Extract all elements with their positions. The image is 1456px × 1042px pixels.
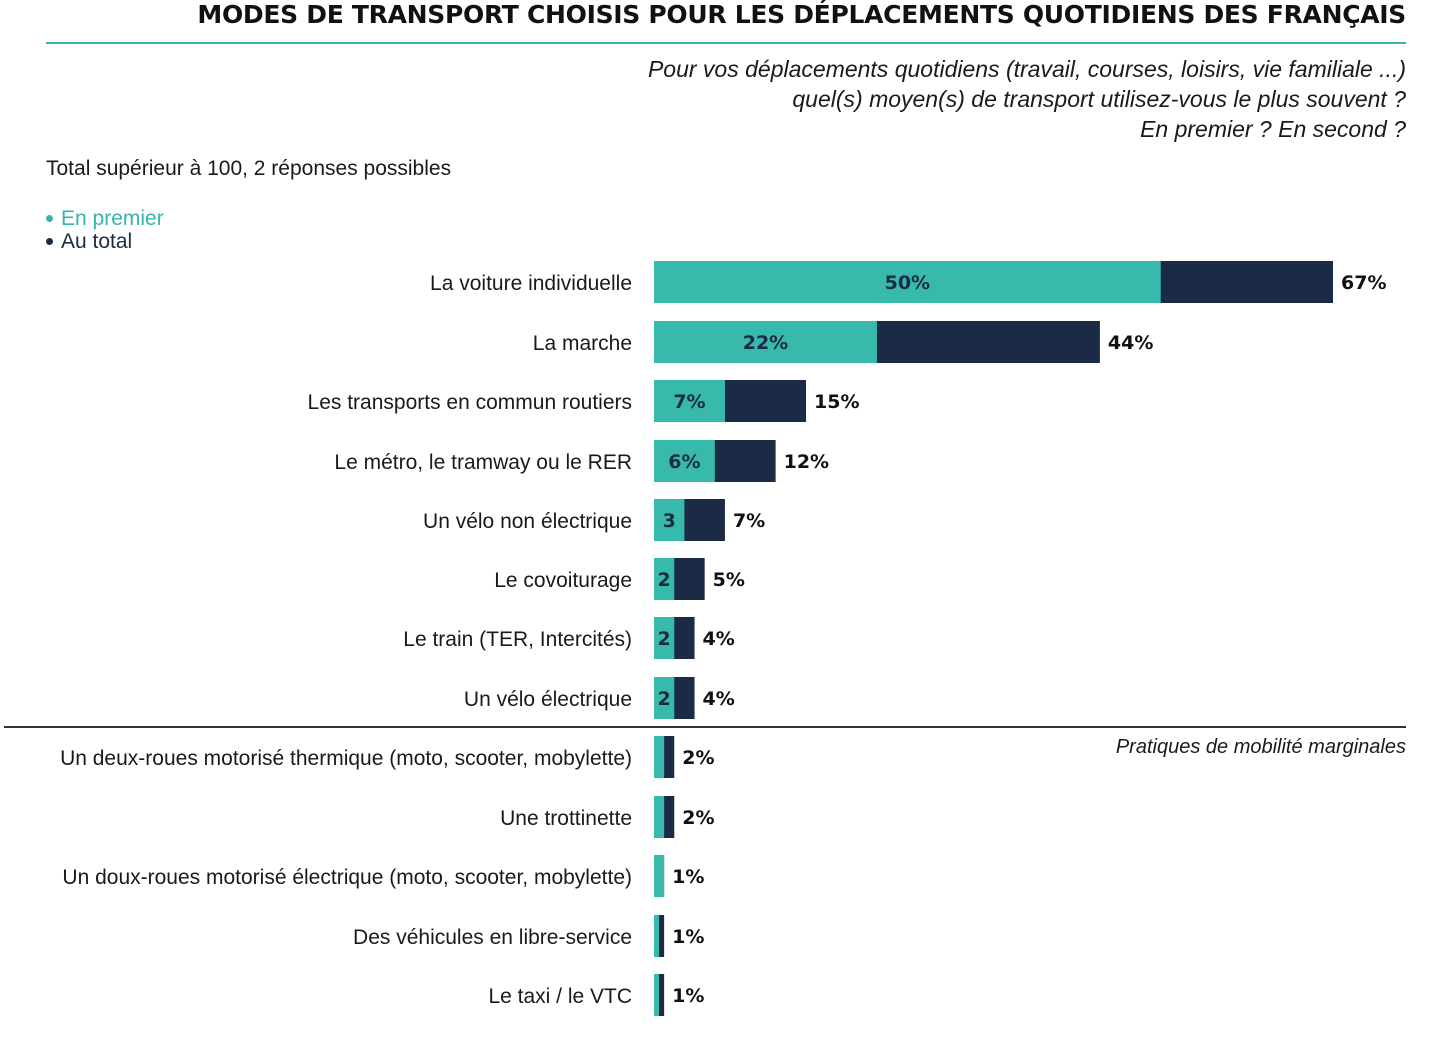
data-label-first: 2: [658, 688, 671, 710]
data-label-total: 12%: [784, 451, 829, 473]
category-label: Le train (TER, Intercités): [403, 628, 632, 651]
category-label: Des véhicules en libre-service: [353, 926, 632, 949]
bar-first: [654, 736, 665, 778]
bar-first: [654, 915, 660, 957]
data-label-total: 1%: [672, 926, 704, 948]
category-label: Un vélo non électrique: [423, 510, 632, 533]
bar-first: [654, 796, 665, 838]
category-label: Un doux-roues motorisé électrique (moto,…: [62, 866, 632, 889]
question-line-2: quel(s) moyen(s) de transport utilisez-v…: [792, 86, 1406, 112]
bar-first: [654, 974, 660, 1016]
bar-first: [654, 677, 675, 719]
data-label-first: 22%: [743, 332, 788, 354]
marginal-divider: [4, 726, 1406, 728]
category-label: Le taxi / le VTC: [488, 985, 632, 1008]
data-label-total: 1%: [672, 985, 704, 1007]
data-label-first: 2: [658, 569, 671, 591]
category-label: La voiture individuelle: [430, 272, 632, 295]
data-label-total: 5%: [713, 569, 745, 591]
survey-question: Pour vos déplacements quotidiens (travai…: [648, 54, 1406, 144]
category-label: Un deux-roues motorisé thermique (moto, …: [60, 747, 632, 770]
legend-item-first: En premier: [46, 207, 164, 230]
legend-label-first: En premier: [61, 207, 164, 230]
data-label-first: 7%: [673, 391, 705, 413]
marginal-note: Pratiques de mobilité marginales: [1115, 736, 1406, 758]
title-rule: [46, 42, 1406, 44]
bar-first: [654, 617, 675, 659]
category-label: La marche: [533, 332, 632, 355]
category-label: Le covoiturage: [494, 569, 632, 592]
question-line-1: Pour vos déplacements quotidiens (travai…: [647, 56, 1406, 82]
legend: En premier Au total: [46, 207, 164, 253]
category-label: Le métro, le tramway ou le RER: [334, 451, 632, 474]
bar-first: [654, 380, 725, 422]
bar-first: [654, 321, 877, 363]
data-label-total: 2%: [682, 807, 714, 829]
data-label-total: 1%: [672, 866, 704, 888]
legend-label-total: Au total: [61, 230, 133, 253]
data-label-first: 50%: [885, 272, 930, 294]
data-label-first: 2: [658, 628, 671, 650]
bar-first: [654, 499, 685, 541]
total-note: Total supérieur à 100, 2 réponses possib…: [46, 157, 452, 180]
category-label: Un vélo électrique: [464, 688, 632, 711]
data-label-first: 6%: [668, 451, 700, 473]
bar-first: [654, 558, 675, 600]
data-label-total: 4%: [703, 628, 735, 650]
legend-dot-first: [46, 215, 53, 222]
data-label-total: 15%: [814, 391, 859, 413]
legend-dot-total: [46, 238, 53, 245]
question-line-3: En premier ? En second ?: [1140, 116, 1406, 142]
data-label-total: 4%: [703, 688, 735, 710]
category-label: Une trottinette: [500, 807, 632, 830]
data-label-total: 2%: [682, 747, 714, 769]
data-label-total: 44%: [1108, 332, 1153, 354]
bar-first: [654, 261, 1161, 303]
bar-first: [654, 440, 715, 482]
legend-item-total: Au total: [46, 230, 164, 253]
data-label-total: 67%: [1341, 272, 1386, 294]
chart-title: MODES DE TRANSPORT CHOISIS POUR LES DÉPL…: [197, 0, 1406, 29]
data-label-first: 3: [663, 510, 676, 532]
data-label-total: 7%: [733, 510, 765, 532]
bar-first: [654, 855, 665, 897]
category-label: Les transports en commun routiers: [308, 391, 632, 414]
